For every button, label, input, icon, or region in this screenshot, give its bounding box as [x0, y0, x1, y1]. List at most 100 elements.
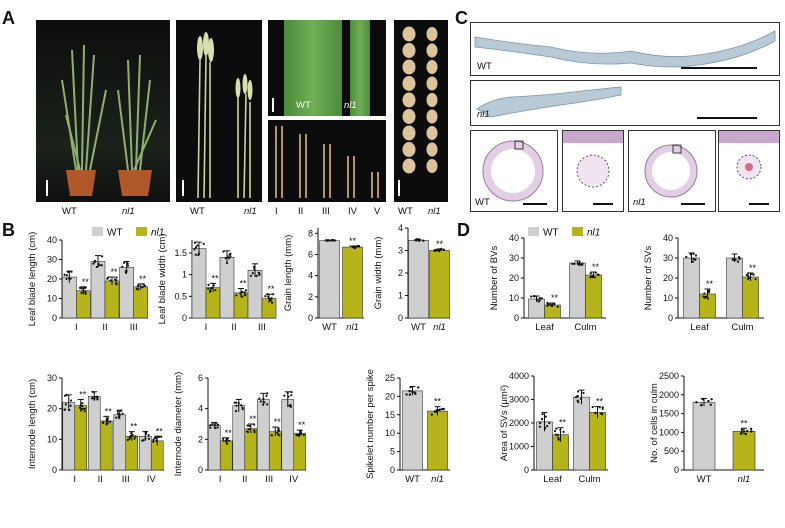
bar: [138, 435, 152, 471]
legend-b: WT nl1: [92, 227, 164, 239]
y-tick-label: 10: [509, 293, 519, 303]
data-point: [144, 432, 148, 435]
data-point: [417, 386, 420, 389]
category-label: I: [75, 322, 78, 333]
culm-zoom-mutant-illustration: [719, 131, 779, 180]
data-point: [264, 295, 267, 298]
data-point: [216, 426, 219, 429]
data-point: [732, 258, 735, 261]
data-point: [263, 401, 266, 404]
bar: [119, 266, 134, 319]
y-tick-label: 20: [385, 391, 395, 401]
y-tick-label: 0: [52, 465, 57, 475]
data-point: [229, 252, 232, 255]
y-tick-label: 25: [385, 373, 395, 383]
data-point: [198, 252, 201, 255]
leaf-section-wt-illustration: [474, 30, 776, 68]
legend-label-wt: WT: [107, 228, 123, 239]
category-label: II: [98, 474, 103, 485]
data-point: [748, 276, 751, 279]
data-point: [440, 407, 444, 411]
data-point: [63, 273, 66, 276]
y-axis-label: Leaf blade width (cm): [157, 234, 168, 325]
data-point: [65, 277, 68, 281]
data-point: [701, 398, 705, 401]
bar: [319, 240, 340, 319]
data-point: [147, 437, 151, 440]
y-axis-label: No. of cells in culm: [649, 383, 660, 463]
bar: [281, 399, 295, 471]
data-point: [580, 397, 583, 401]
data-point: [593, 276, 596, 279]
data-point: [272, 293, 275, 296]
chart-b3: 0 2 4 6 8 Grain length (mm) WT ** nl1: [283, 228, 364, 333]
category-label: nl1: [433, 322, 446, 333]
spike-culm-photo: [176, 20, 262, 202]
y-tick-label: 0: [390, 465, 395, 475]
data-point: [63, 394, 67, 397]
grain-mutant: [426, 126, 438, 140]
data-point: [228, 439, 231, 443]
data-point: [225, 261, 229, 265]
data-point: [224, 440, 228, 443]
grain-wt: [402, 158, 416, 174]
data-point: [597, 273, 600, 276]
y-tick-label: 0.5: [174, 291, 187, 301]
data-point: [541, 413, 544, 416]
panel-letter-c: C: [455, 8, 468, 28]
bar: [207, 425, 221, 471]
data-point: [107, 276, 110, 279]
data-point: [289, 405, 293, 408]
data-point: [141, 439, 144, 442]
data-point: [121, 265, 124, 268]
data-point: [405, 393, 408, 396]
y-tick-label: 4: [198, 404, 203, 414]
category-label: IV: [147, 474, 157, 485]
data-point: [209, 426, 212, 429]
data-point: [251, 272, 254, 275]
data-point: [703, 296, 707, 299]
data-point: [246, 430, 250, 434]
section-label-mutant-leaf: nl1: [477, 109, 490, 120]
data-point: [128, 437, 131, 440]
y-tick-label: 20: [47, 404, 57, 414]
y-tick-label: 3: [398, 246, 403, 256]
data-point: [536, 298, 539, 301]
bar: [268, 431, 282, 471]
data-point: [573, 262, 576, 265]
data-point: [550, 304, 553, 307]
bar: [742, 276, 759, 319]
data-point: [224, 257, 227, 260]
data-point: [116, 412, 120, 415]
bar: [133, 286, 148, 319]
data-point: [709, 403, 712, 406]
y-tick-label: 0: [198, 465, 203, 475]
grain-label-mutant: nl1: [428, 206, 441, 217]
category-label: Leaf: [690, 322, 709, 333]
chart-d2: 0 10 20 30 40 Number of SVs ** Leaf ** Culm: [643, 233, 764, 333]
bar: [692, 402, 716, 471]
data-point: [695, 400, 698, 404]
significance-label: **: [225, 428, 233, 438]
data-point: [235, 404, 238, 407]
data-point: [130, 432, 133, 435]
bar: [569, 262, 586, 319]
data-point: [708, 289, 711, 292]
data-point: [252, 423, 256, 426]
data-point: [754, 278, 757, 281]
data-point: [411, 390, 414, 393]
y-tick-label: 4000: [509, 371, 529, 381]
data-point: [333, 239, 336, 242]
bar: [293, 432, 307, 471]
culm-section-mutant-photo: nl1: [628, 130, 716, 212]
grain-mutant: [426, 93, 438, 107]
data-point: [147, 434, 150, 437]
significance-label: **: [110, 267, 118, 277]
data-point: [115, 279, 118, 282]
significance-label: **: [105, 406, 113, 416]
y-tick-label: 0: [674, 465, 679, 475]
data-point: [532, 295, 535, 298]
data-point: [78, 286, 82, 289]
data-point: [226, 255, 229, 258]
chart-b7: 0 5 10 15 20 25 Spikelet number per spike WT ** n…: [365, 369, 450, 485]
